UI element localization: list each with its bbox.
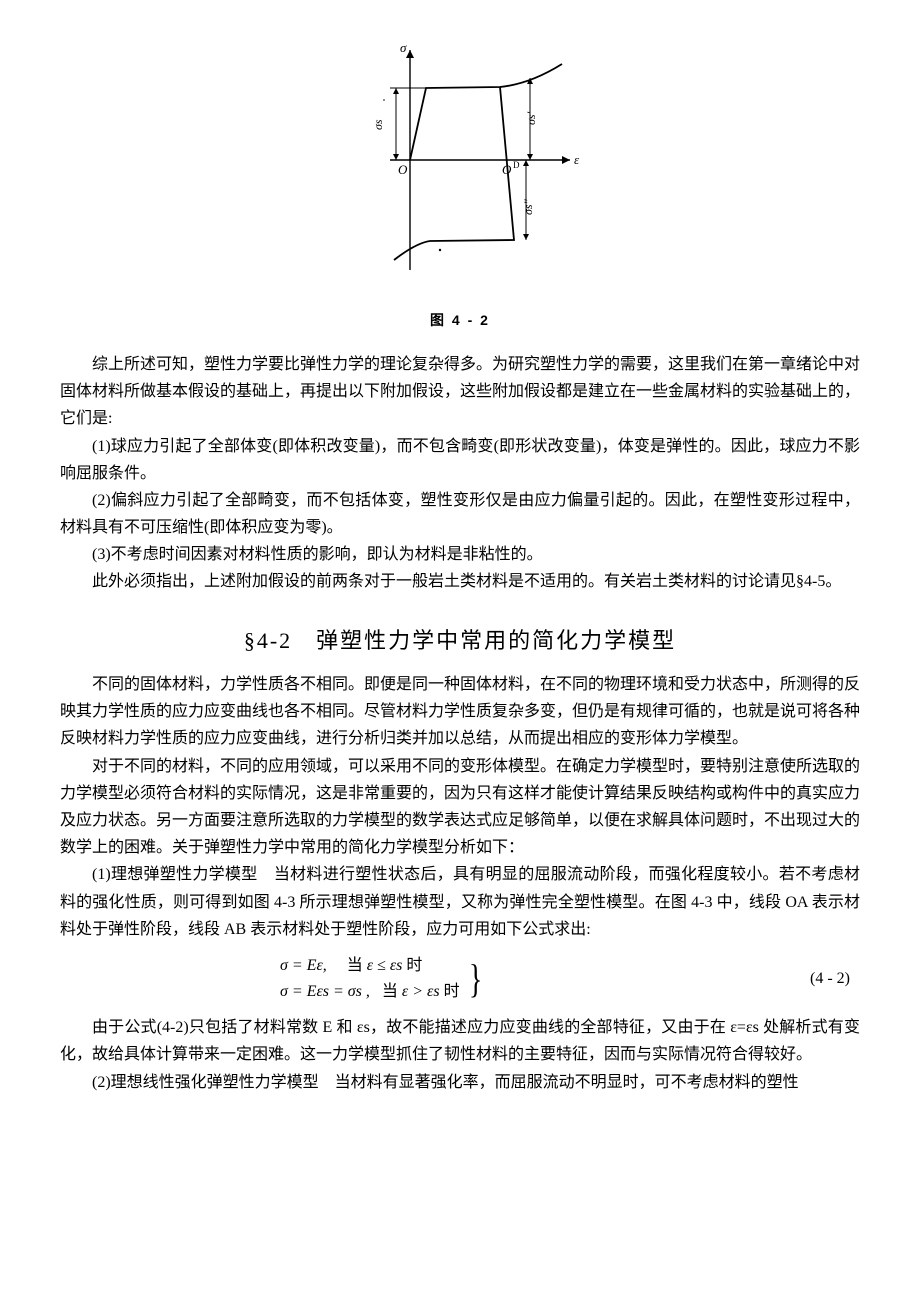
figure-caption: 图 4 - 2: [60, 309, 860, 333]
eq-line1-cond-suffix: 时: [402, 957, 422, 974]
assumption-1: (1)球应力引起了全部体变(即体积改变量)，而不包含畸变(即形状改变量)，体变是…: [60, 433, 860, 487]
figure-4-2: σ ε O σs σs' O D σs'': [60, 40, 860, 299]
eq-line1-cond-prefix: 当: [347, 957, 367, 974]
svg-text:σs'': σs'': [521, 199, 535, 215]
eq-line2-cond-prefix: 当: [382, 983, 402, 1000]
eq-line1-cond: ε ≤ εs: [367, 957, 403, 974]
svg-text:σ: σ: [400, 40, 407, 55]
svg-text:σs': σs': [524, 111, 538, 125]
paragraph-6: 不同的固体材料，力学性质各不相同。即便是同一种固体材料，在不同的物理环境和受力状…: [60, 671, 860, 753]
svg-text:O: O: [398, 162, 408, 177]
eq-line2-cond-suffix: 时: [440, 983, 460, 1000]
paragraph-intro: 综上所述可知，塑性力学要比弹性力学的理论复杂得多。为研究塑性力学的需要，这里我们…: [60, 351, 860, 433]
stress-strain-diagram: σ ε O σs σs' O D σs'': [330, 40, 590, 290]
svg-text:σs: σs: [371, 119, 385, 130]
assumption-2: (2)偏斜应力引起了全部畸变，而不包括体变，塑性变形仅是由应力偏量引起的。因此，…: [60, 487, 860, 541]
svg-text:O: O: [502, 162, 512, 177]
right-brace-icon: }: [468, 959, 481, 999]
equation-4-2: σ = Eε, 当 ε ≤ εs 时 σ = Eεs = σs , 当 ε > …: [60, 953, 860, 1004]
eq-line2-cond: ε > εs: [402, 983, 440, 1000]
paragraph-8: (1)理想弹塑性力学模型 当材料进行塑性状态后，具有明显的屈服流动阶段，而强化程…: [60, 861, 860, 943]
paragraph-10: (2)理想线性强化弹塑性力学模型 当材料有显著强化率，而屈服流动不明显时，可不考…: [60, 1069, 860, 1096]
paragraph-7: 对于不同的材料，不同的应用领域，可以采用不同的变形体模型。在确定力学模型时，要特…: [60, 753, 860, 862]
eq-line1-lhs: σ = Eε,: [280, 957, 327, 974]
paragraph-9: 由于公式(4-2)只包括了材料常数 E 和 εs，故不能描述应力应变曲线的全部特…: [60, 1014, 860, 1068]
svg-text:ε: ε: [574, 152, 580, 167]
section-4-2-title: §4-2 弹塑性力学中常用的简化力学模型: [60, 622, 860, 659]
equation-number: (4 - 2): [810, 965, 860, 992]
svg-text:D: D: [513, 160, 520, 170]
assumption-3: (3)不考虑时间因素对材料性质的影响，即认为材料是非粘性的。: [60, 541, 860, 568]
paragraph-note: 此外必须指出，上述附加假设的前两条对于一般岩土类材料是不适用的。有关岩土类材料的…: [60, 568, 860, 595]
eq-line2-lhs: σ = Eεs = σs ,: [280, 983, 370, 1000]
